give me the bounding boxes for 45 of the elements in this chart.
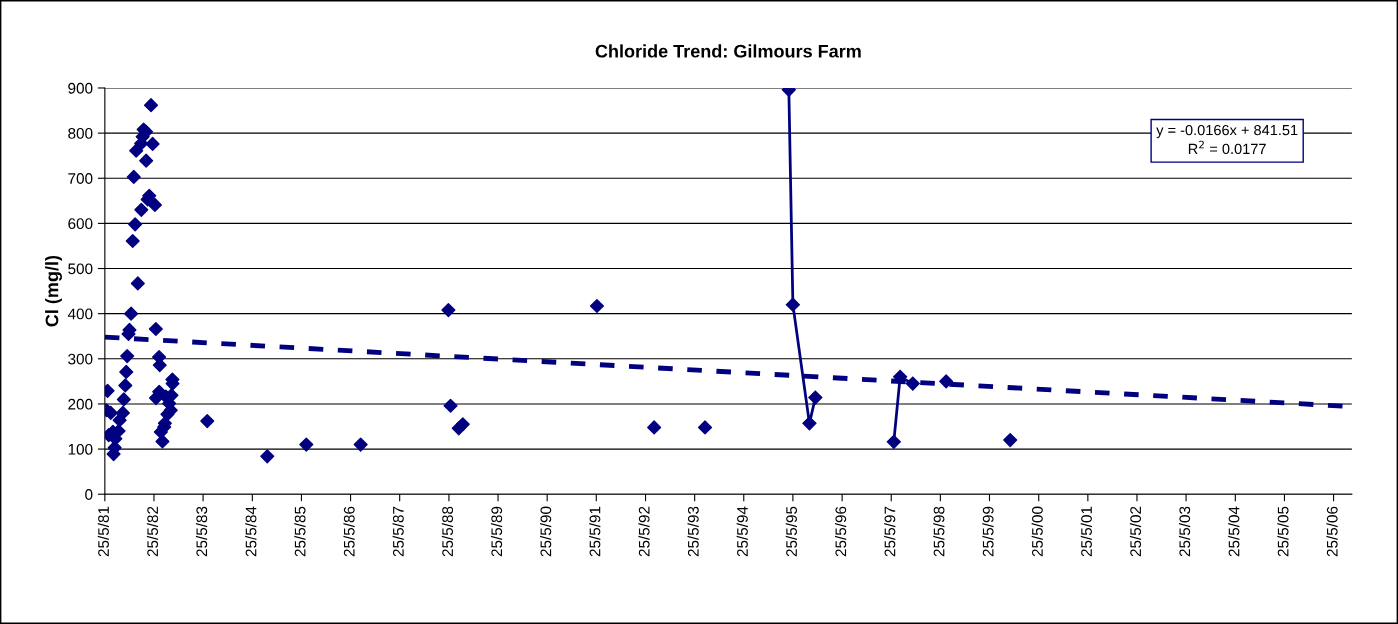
x-tick-label: 25/5/99 (982, 506, 994, 557)
x-tick-label: 25/5/05 (1277, 506, 1289, 557)
x-tick-label: 25/5/81 (97, 506, 109, 557)
y-tick-label: 0 (85, 489, 93, 500)
y-tick-label: 100 (68, 443, 93, 455)
x-tick-label: 25/5/97 (884, 506, 896, 557)
y-tick-label: 200 (68, 398, 93, 410)
x-tick-label: 25/5/06 (1326, 506, 1338, 557)
x-tick-label: 25/5/98 (933, 506, 945, 557)
x-tick-label: 25/5/91 (589, 506, 601, 557)
y-tick-label: 600 (68, 218, 93, 230)
point (886, 434, 901, 449)
x-tick-label: 25/5/90 (540, 506, 552, 557)
y-tick-label: 300 (68, 353, 93, 365)
y-tick-label: 400 (67, 308, 93, 320)
x-tick-label: 25/5/87 (392, 506, 404, 557)
x-tick-label: 25/5/95 (785, 506, 797, 557)
annotation: R$^{2}$ = 0.0177 (1188, 140, 1266, 155)
x-tick-label: 25/5/04 (1228, 506, 1240, 557)
y-tick-label: 500 (68, 263, 93, 275)
x-tick-label: 25/5/85 (294, 506, 306, 557)
x-tick-label: 25/5/84 (245, 506, 257, 557)
x-tick-label: 25/5/82 (146, 506, 159, 557)
chart-title: Chloride Trend: Gilmours Farm (595, 44, 861, 58)
x-tick-label: 25/5/00 (1031, 506, 1043, 557)
x-tick-label: 25/5/89 (490, 506, 503, 557)
x-tick-label: 25/5/03 (1178, 506, 1191, 557)
point (808, 390, 823, 405)
x-tick-label: 25/5/96 (835, 506, 847, 557)
x-tick-label: 25/5/83 (195, 506, 208, 557)
y-tick-label: 700 (68, 173, 93, 184)
point (802, 416, 817, 431)
x-tick-label: 25/5/86 (343, 506, 355, 557)
x-tick-label: 25/5/93 (687, 506, 699, 557)
y-tick-label: 900 (68, 82, 93, 94)
point (905, 376, 920, 391)
x-tick-label: 25/5/94 (736, 506, 748, 557)
y-tick-label: 800 (68, 127, 93, 139)
x-tick-label: 25/5/92 (638, 506, 650, 557)
annotation: y = -0.0166x + 841.51 (1156, 124, 1298, 139)
x-tick-label: 25/5/01 (1080, 506, 1092, 557)
point (785, 297, 800, 312)
y-axis-title: Cl (mg/l) (45, 255, 62, 327)
x-tick-label: 25/5/02 (1129, 506, 1142, 557)
x-tick-label: 25/5/88 (441, 506, 454, 557)
